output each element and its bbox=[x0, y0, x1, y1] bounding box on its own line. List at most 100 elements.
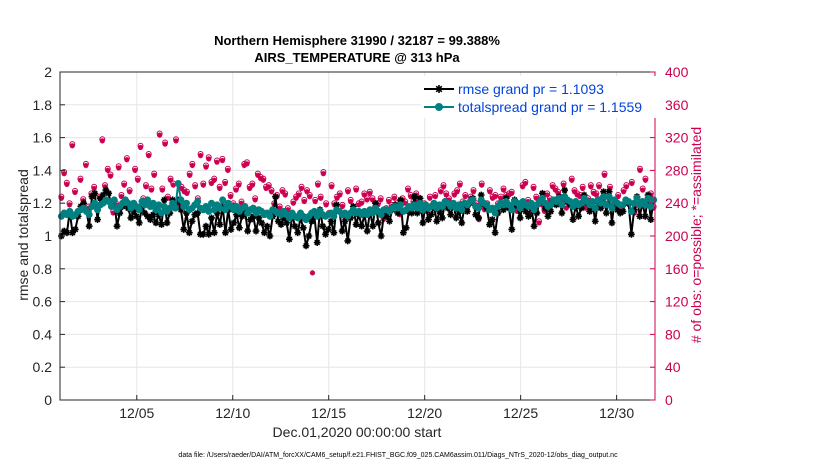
obs-assimilated-point bbox=[165, 195, 171, 201]
rmse-point bbox=[149, 211, 157, 219]
totalspread-point bbox=[241, 202, 249, 210]
obs-assimilated-point bbox=[126, 189, 133, 195]
rmse-point bbox=[408, 209, 416, 217]
legend-label-rmse: rmse grand pr = 1.1093 bbox=[458, 81, 604, 97]
obs-assimilated-point bbox=[506, 192, 512, 198]
obs-assimilated-point bbox=[184, 190, 190, 196]
rmse-point bbox=[233, 211, 240, 219]
y-tick-label-right: 80 bbox=[665, 326, 681, 342]
totalspread-point bbox=[474, 204, 482, 212]
rmse-point bbox=[127, 214, 135, 222]
obs-assimilated-point bbox=[320, 171, 326, 177]
rmse-point bbox=[238, 212, 246, 220]
totalspread-point bbox=[469, 196, 477, 204]
rmse-point bbox=[308, 217, 316, 225]
obs-assimilated-point bbox=[189, 162, 195, 169]
rmse-point bbox=[146, 216, 154, 223]
obs-assimilated-point bbox=[137, 144, 144, 151]
obs-assimilated-point bbox=[222, 180, 228, 187]
rmse-point bbox=[447, 211, 455, 219]
obs-assimilated-point bbox=[99, 138, 105, 144]
totalspread-point bbox=[627, 207, 635, 215]
rmse-point bbox=[133, 212, 140, 220]
rmse-point bbox=[597, 204, 605, 212]
obs-assimilated-point bbox=[102, 184, 108, 190]
rmse-point bbox=[558, 209, 566, 217]
obs-assimilated-point bbox=[642, 177, 649, 183]
obs-assimilated-point bbox=[162, 141, 168, 147]
obs-assimilated-point bbox=[623, 184, 629, 190]
totalspread-point bbox=[194, 198, 202, 206]
obs-assimilated-point bbox=[203, 164, 209, 170]
rmse-point bbox=[80, 199, 88, 207]
rmse-point bbox=[177, 206, 185, 214]
rmse-point bbox=[383, 212, 391, 220]
rmse-point bbox=[569, 216, 577, 223]
obs-assimilated-point bbox=[569, 177, 575, 183]
rmse-point bbox=[280, 214, 288, 222]
obs-assimilated-point bbox=[146, 153, 152, 159]
obs-assimilated-point bbox=[588, 184, 594, 190]
rmse-point bbox=[425, 216, 432, 223]
obs-assimilated-point bbox=[307, 194, 313, 200]
y-tick-label: 0.6 bbox=[33, 294, 53, 310]
obs-assimilated-point bbox=[440, 184, 447, 190]
rmse-point bbox=[600, 188, 607, 196]
obs-assimilated-point bbox=[214, 159, 220, 165]
rmse-point bbox=[260, 229, 268, 237]
obs-assimilated-point bbox=[582, 205, 589, 211]
obs-assimilated-point bbox=[405, 187, 411, 193]
obs-assimilated-point bbox=[334, 195, 340, 201]
obs-assimilated-point bbox=[432, 194, 438, 200]
y-tick-label-right: 40 bbox=[665, 359, 681, 375]
obs-assimilated-point bbox=[124, 157, 130, 163]
rmse-point bbox=[416, 194, 424, 202]
obs-assimilated-point bbox=[457, 182, 463, 188]
obs-assimilated-point bbox=[402, 200, 408, 206]
rmse-point bbox=[102, 186, 110, 194]
rmse-point bbox=[358, 222, 366, 230]
obs-assimilated-point bbox=[268, 189, 275, 195]
rmse-point bbox=[141, 209, 149, 217]
rmse-point bbox=[641, 212, 649, 220]
totalspread-point bbox=[144, 196, 152, 204]
obs-assimilated-point bbox=[479, 182, 485, 188]
obs-assimilated-point bbox=[361, 192, 367, 198]
legend-box bbox=[421, 76, 657, 118]
obs-assimilated-point bbox=[601, 172, 608, 178]
rmse-point bbox=[397, 196, 404, 204]
obs-assimilated-point bbox=[107, 173, 114, 179]
obs-assimilated-point bbox=[173, 138, 179, 144]
rmse-point bbox=[627, 230, 635, 238]
totalspread-point bbox=[330, 212, 338, 220]
legend-circle bbox=[435, 103, 443, 111]
x-axis-label: Dec.01,2020 00:00:00 start bbox=[273, 424, 442, 440]
rmse-point bbox=[547, 208, 555, 215]
obs-assimilated-point bbox=[427, 195, 433, 201]
x-tick-label: 12/30 bbox=[599, 405, 634, 421]
rmse-point bbox=[436, 208, 443, 215]
rmse-point bbox=[294, 229, 302, 237]
totalspread-point bbox=[183, 199, 191, 207]
rmse-point bbox=[99, 191, 107, 199]
rmse-point bbox=[272, 193, 279, 201]
y-tick-label: 2 bbox=[44, 64, 52, 80]
totalspread-point bbox=[397, 201, 405, 209]
totalspread-point bbox=[171, 204, 179, 212]
rmse-point bbox=[602, 209, 610, 217]
rmse-point bbox=[399, 229, 407, 237]
obs-assimilated-point bbox=[498, 195, 504, 201]
x-tick-label: 12/05 bbox=[119, 405, 154, 421]
rmse-point bbox=[60, 227, 68, 235]
rmse-point bbox=[338, 227, 346, 235]
obs-assimilated-point bbox=[530, 185, 537, 192]
rmse-point bbox=[327, 217, 335, 225]
obs-assimilated-point bbox=[244, 161, 250, 167]
y-axis-label-right: # of obs: o=possible; *=assimilated bbox=[688, 127, 704, 343]
obs-assimilated-point bbox=[61, 171, 67, 177]
obs-assimilated-point bbox=[83, 162, 89, 169]
obs-assimilated-point bbox=[593, 192, 599, 198]
obs-assimilated-point bbox=[236, 182, 242, 188]
rmse-point bbox=[266, 232, 274, 240]
rmse-point bbox=[183, 209, 190, 217]
